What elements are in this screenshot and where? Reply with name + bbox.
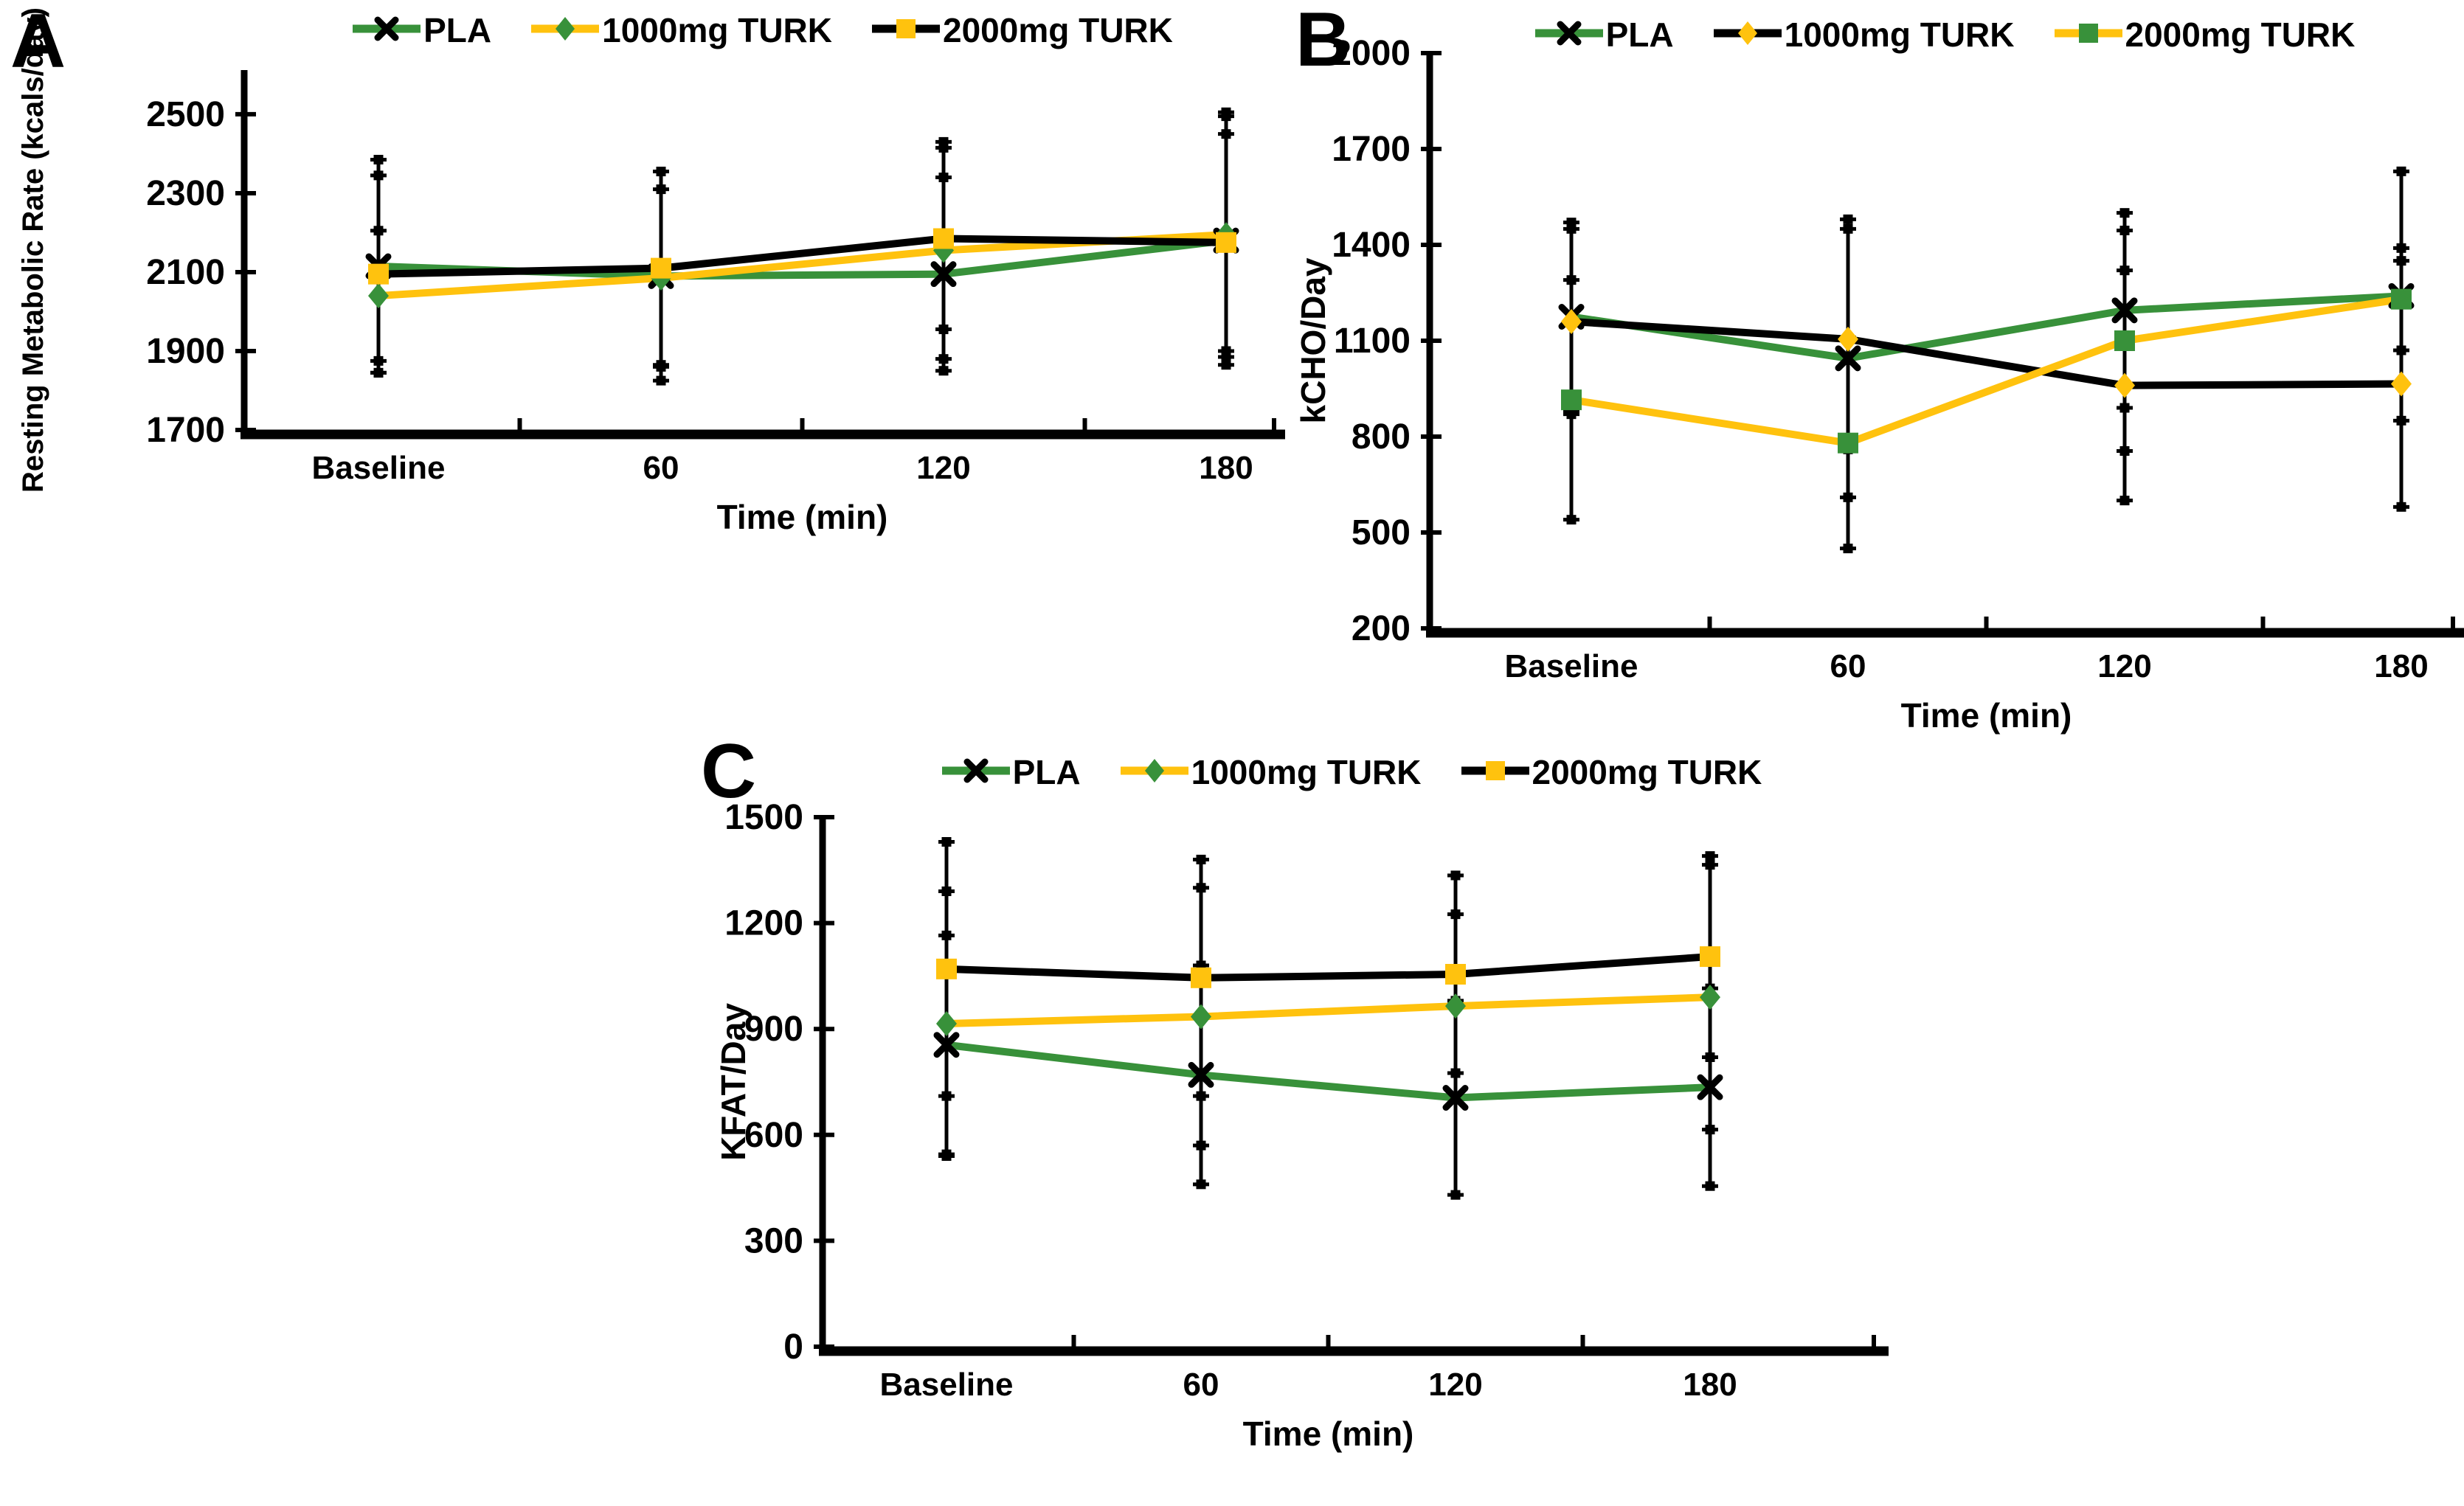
legend-label: PLA	[423, 11, 492, 49]
y-tick-label: 600	[744, 1116, 803, 1155]
x-tick-label: 60	[1830, 648, 1866, 684]
series-markers-2000mg-turk	[936, 946, 1720, 988]
panel-a-legend: PLA 1000mg TURK 2000mg TURK	[244, 10, 1280, 50]
legend-square-marker-icon	[871, 13, 941, 49]
legend-label: 1000mg TURK	[602, 11, 832, 49]
legend-label: 2000mg TURK	[943, 11, 1173, 49]
series-markers-1000mg-turk	[936, 985, 1720, 1037]
legend-diamond-marker-icon	[1119, 754, 1190, 791]
series-markers-2000mg-turk	[368, 228, 1236, 285]
legend-label: 1000mg TURK	[1784, 15, 2015, 54]
legend-square-marker-icon	[1460, 754, 1531, 791]
x-tick-label: 120	[2097, 648, 2151, 684]
x-axis-title: Time (min)	[1901, 696, 2072, 735]
panel-c-legend: PLA 1000mg TURK 2000mg TURK	[823, 752, 1880, 792]
x-tick-label: 120	[916, 450, 970, 486]
y-tick-label: 1100	[1334, 322, 1411, 361]
legend-label: PLA	[1012, 753, 1081, 791]
panel-b-legend: PLA 1000mg TURK 2000mg TURK	[1430, 15, 2459, 55]
y-tick-label: 1200	[724, 904, 803, 943]
series-line-2000mg-turk	[1571, 295, 2402, 447]
panel-b-label: B	[1295, 0, 1352, 83]
legend-item-2000mg-turk: 2000mg TURK	[871, 10, 1173, 50]
legend-x-marker-icon	[1534, 17, 1605, 53]
legend-label: PLA	[1605, 15, 1674, 54]
y-tick-label: 1500	[724, 798, 803, 837]
y-axis-title: Resting Metabolic Rate (kcals/day)	[17, 7, 49, 493]
y-tick-label: 900	[744, 1010, 803, 1049]
legend-item-pla: PLA	[1534, 15, 1674, 55]
x-tick-label: 180	[1199, 450, 1253, 486]
legend-diamond-marker-icon	[530, 13, 601, 49]
x-axis: Baseline 60 120 180 Time (min)	[819, 1335, 1889, 1453]
legend-item-1000mg-turk: 1000mg TURK	[530, 10, 832, 50]
legend-item-1000mg-turk: 1000mg TURK	[1119, 752, 1422, 792]
y-tick-label: 1400	[1332, 226, 1411, 265]
y-axis: 2500 2300 2100 1900 1700 Resting Metabolic Ra…	[17, 7, 256, 493]
legend-x-marker-icon	[351, 13, 422, 49]
series-line-1000mg-turk	[946, 993, 1711, 1028]
panel-c-label: C	[701, 729, 757, 814]
x-tick-label: 180	[1683, 1367, 1737, 1403]
y-axis-title: kCHO/Day	[1294, 257, 1332, 423]
y-tick-label: 2000	[1332, 34, 1411, 73]
series-markers-pla	[933, 1032, 1723, 1111]
y-tick-label: 2100	[146, 253, 225, 292]
x-tick-label: Baseline	[880, 1367, 1014, 1403]
legend-diamond-marker-icon	[1712, 17, 1783, 53]
series-line-2000mg-turk	[378, 235, 1227, 278]
legend-item-2000mg-turk: 2000mg TURK	[2053, 15, 2356, 55]
legend-item-2000mg-turk: 2000mg TURK	[1460, 752, 1762, 792]
x-tick-label: Baseline	[312, 450, 446, 486]
y-axis-title: KFAT/Day	[714, 1003, 752, 1161]
y-tick-label: 2500	[146, 95, 225, 134]
panel-c: C PLA 1000mg TURK 2000mg TURK 1500 1200 90…	[699, 729, 1909, 1506]
series-line-1000mg-turk	[1571, 318, 2402, 389]
panel-a: A PLA 1000mg TURK 2000mg TURK 2500 2300 21…	[0, 0, 1287, 572]
x-tick-label: 60	[643, 450, 679, 486]
x-axis-title: Time (min)	[1243, 1415, 1414, 1453]
panel-b-chart: 2000 1700 1400 1100 800 500 200 kCHO/Day Baselin…	[1294, 34, 2464, 735]
y-tick-label: 500	[1352, 513, 1411, 552]
y-tick-label: 800	[1352, 417, 1411, 457]
legend-item-pla: PLA	[941, 752, 1081, 792]
legend-label: 1000mg TURK	[1191, 753, 1422, 791]
panel-c-chart: 1500 1200 900 600 300 0 KFAT/Day Baseline 60 120 1…	[714, 798, 1889, 1453]
y-tick-label: 0	[783, 1328, 803, 1367]
series-markers-2000mg-turk	[1561, 288, 2412, 454]
x-tick-label: 120	[1428, 1367, 1482, 1403]
legend-x-marker-icon	[941, 754, 1011, 791]
y-axis: 2000 1700 1400 1100 800 500 200 kCHO/Day	[1294, 34, 1442, 648]
legend-item-pla: PLA	[351, 10, 491, 50]
legend-square-marker-icon	[2053, 17, 2124, 53]
y-tick-label: 300	[744, 1221, 803, 1260]
x-tick-label: 60	[1183, 1367, 1219, 1403]
y-tick-label: 1700	[146, 411, 225, 450]
y-tick-label: 2300	[146, 174, 225, 213]
panel-a-label: A	[10, 0, 66, 84]
x-tick-label: 180	[2374, 648, 2428, 684]
x-axis: Baseline 60 120 180 Time (min)	[240, 418, 1285, 536]
y-tick-label: 1700	[1332, 130, 1411, 169]
panel-a-chart: 2500 2300 2100 1900 1700 Resting Metabolic Ra…	[17, 7, 1285, 536]
x-axis: Baseline 60 120 180 Time (min)	[1426, 617, 2464, 735]
y-axis: 1500 1200 900 600 300 0 KFAT/Day	[714, 798, 834, 1367]
x-axis-title: Time (min)	[717, 498, 888, 536]
x-tick-label: Baseline	[1505, 648, 1638, 684]
series-line-pla	[946, 1041, 1711, 1102]
y-tick-label: 1900	[146, 332, 225, 371]
legend-label: 2000mg TURK	[2125, 15, 2356, 54]
series-line-2000mg-turk	[946, 953, 1711, 982]
y-tick-label: 200	[1352, 609, 1411, 648]
error-bars	[370, 107, 1234, 386]
series-markers-1000mg-turk	[1561, 309, 2412, 398]
panel-b: B PLA 1000mg TURK 2000mg TURK 2000 1700 14…	[1290, 0, 2464, 745]
legend-label: 2000mg TURK	[1532, 753, 1762, 791]
series-line-pla	[1571, 292, 2402, 362]
legend-item-1000mg-turk: 1000mg TURK	[1712, 15, 2015, 55]
